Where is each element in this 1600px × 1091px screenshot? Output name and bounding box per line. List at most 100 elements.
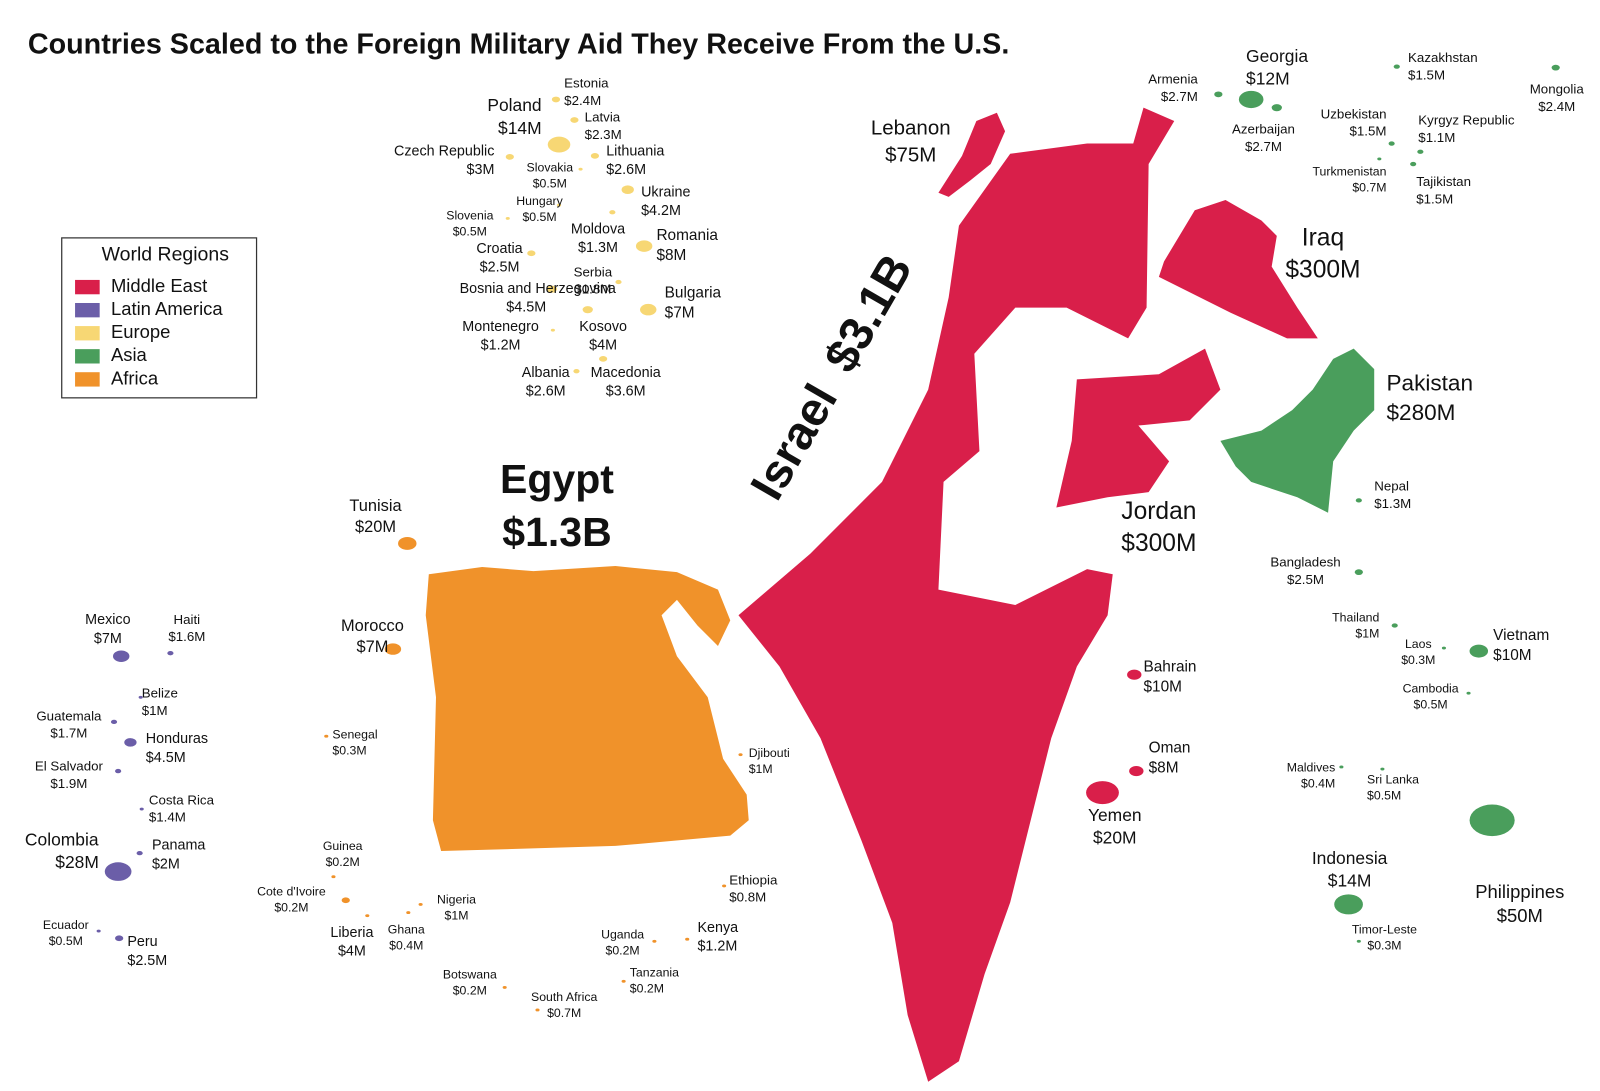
country-aid: $0.4M — [1301, 776, 1335, 790]
country-shape — [406, 911, 411, 915]
country-name: Czech Republic — [394, 144, 494, 160]
country-name: Liberia — [330, 925, 373, 941]
country-aid: $0.3M — [1367, 938, 1401, 952]
legend-label: Europe — [111, 321, 170, 342]
country-name: Cambodia — [1403, 681, 1459, 695]
country-shape — [1354, 569, 1363, 576]
country-name: Philippines — [1475, 881, 1564, 902]
country-shape — [1393, 64, 1400, 69]
country-name: Honduras — [146, 731, 208, 747]
country-name: Kazakhstan — [1408, 50, 1478, 65]
country-aid: $0.5M — [1367, 789, 1401, 803]
country-aid: $0.7M — [547, 1006, 581, 1020]
country-shape — [573, 369, 580, 374]
country-name: Kenya — [697, 920, 738, 936]
country-name: El Salvador — [35, 758, 104, 773]
country-name: Egypt — [500, 456, 614, 502]
country-aid: $1.5M — [1408, 67, 1445, 82]
country-name: Cote d'Ivoire — [257, 884, 326, 898]
country-name: Slovenia — [446, 209, 493, 223]
country-name: Bangladesh — [1270, 554, 1340, 569]
country-shape — [365, 914, 370, 918]
country-aid: $0.5M — [49, 934, 83, 948]
country-name: Ukraine — [641, 185, 690, 201]
country-aid: $1M — [142, 703, 168, 718]
country-name: Guatemala — [36, 708, 102, 723]
country-shape — [96, 929, 101, 933]
country-name: Nigeria — [437, 893, 476, 907]
country-aid: $14M — [498, 118, 542, 138]
country-aid: $14M — [1328, 871, 1372, 891]
country-shape — [551, 96, 561, 103]
country-name: Yemen — [1088, 805, 1142, 825]
country-name: Oman — [1149, 740, 1191, 757]
country-aid: $0.2M — [326, 855, 360, 869]
country-name: Mongolia — [1530, 82, 1585, 97]
country-aid: $1.8M — [574, 282, 611, 297]
country-name: Maldives — [1287, 760, 1336, 774]
legend-swatch — [75, 326, 100, 341]
country-name: Hungary — [516, 194, 563, 208]
country-shape — [556, 203, 562, 207]
country-name: Costa Rica — [149, 792, 215, 807]
country-shape — [1551, 64, 1560, 71]
country-aid: $1.5M — [1350, 124, 1387, 139]
country-name: Belize — [142, 686, 178, 701]
country-name: Jordan — [1121, 498, 1196, 525]
country-shape — [1271, 104, 1282, 112]
country-aid: $300M — [1121, 530, 1196, 557]
country-aid: $0.7M — [1352, 181, 1386, 195]
legend-label: Middle East — [111, 275, 207, 296]
country-aid: $0.8M — [729, 890, 766, 905]
country-shape — [599, 356, 608, 362]
country-aid: $2.5M — [480, 260, 520, 276]
country-aid: $3.6M — [606, 384, 646, 400]
country-shape — [418, 902, 423, 906]
country-name: Montenegro — [462, 319, 539, 335]
country-name: Lebanon — [871, 117, 951, 140]
country-aid: $3M — [467, 162, 495, 178]
country-shape — [324, 734, 329, 738]
country-aid: $2.4M — [564, 93, 601, 108]
country-shape — [1388, 141, 1395, 146]
country-name: Botswana — [443, 967, 497, 981]
country-shape — [1129, 766, 1144, 777]
country-name: Uzbekistan — [1321, 106, 1387, 121]
country-aid: $1.3M — [1374, 496, 1411, 511]
country-aid: $28M — [55, 852, 99, 872]
country-shape — [1339, 765, 1344, 769]
country-shape — [1417, 149, 1424, 154]
country-aid: $0.4M — [389, 938, 423, 952]
country-shape — [1056, 348, 1221, 508]
country-name: Azerbaijan — [1232, 122, 1295, 137]
country-shape — [1356, 939, 1361, 943]
country-aid: $0.3M — [332, 743, 366, 757]
country-name: Turkmenistan — [1312, 165, 1386, 179]
country-name: Latvia — [585, 109, 621, 124]
country-aid: $7M — [356, 638, 388, 656]
country-shape — [546, 285, 557, 293]
country-aid: $7M — [94, 631, 122, 647]
country-name: Senegal — [332, 727, 377, 741]
country-aid: $3.1B — [813, 245, 922, 380]
legend-swatch — [75, 302, 100, 318]
country-name: Tajikistan — [1416, 174, 1471, 189]
country-name: Bahrain — [1144, 659, 1197, 676]
country-aid: $1.9M — [50, 776, 87, 791]
country-aid: $1.3M — [578, 240, 618, 256]
country-shape — [570, 117, 579, 123]
country-name: Mexico — [85, 612, 130, 628]
country-shape — [738, 107, 1175, 1082]
country-aid: $1.2M — [697, 938, 737, 954]
country-shape — [502, 986, 507, 989]
country-shape — [722, 884, 727, 888]
country-name: Croatia — [476, 241, 522, 257]
country-name: South Africa — [531, 990, 597, 1004]
country-shape — [635, 240, 653, 252]
country-aid: $2.3M — [585, 127, 622, 142]
country-shape — [124, 738, 137, 747]
country-name: Armenia — [1148, 71, 1198, 86]
country-aid: $4.2M — [641, 203, 681, 219]
country-aid: $2.6M — [606, 162, 646, 178]
